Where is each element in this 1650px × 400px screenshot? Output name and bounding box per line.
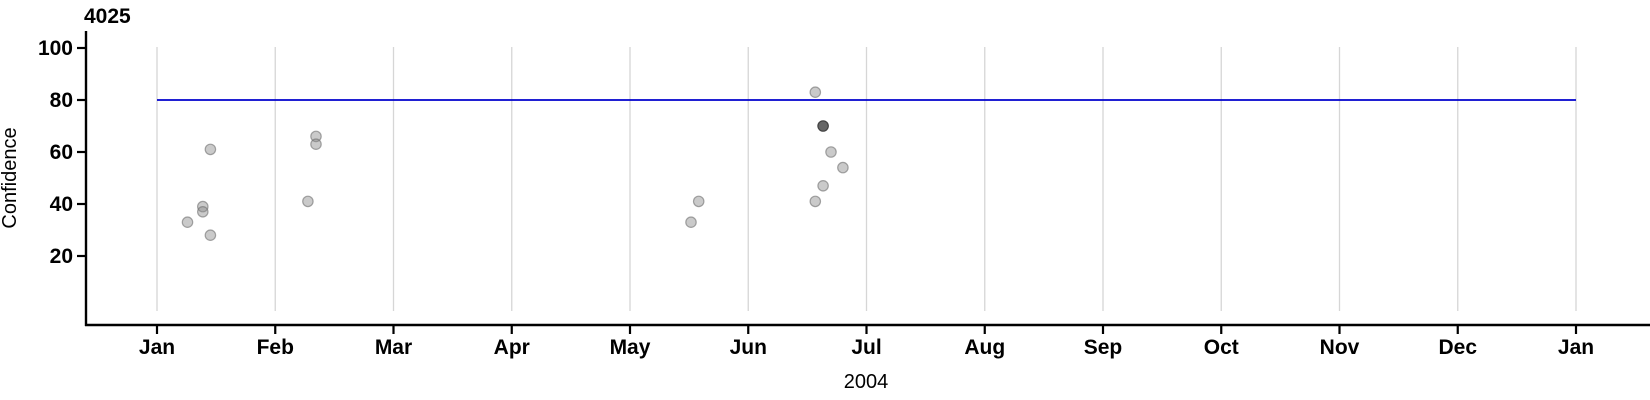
data-point bbox=[809, 86, 822, 98]
data-point bbox=[204, 229, 217, 241]
y-tick-label: 60 bbox=[50, 141, 73, 164]
y-tick-label: 100 bbox=[38, 37, 73, 60]
data-point bbox=[181, 216, 194, 228]
axes bbox=[84, 31, 1650, 327]
data-point bbox=[204, 143, 217, 156]
tick-labels: 20 40 60 80 100 Jan Feb Mar Apr May Jun Jul Aug Sep Oc… bbox=[38, 37, 1594, 359]
data-point bbox=[685, 216, 697, 228]
data-point bbox=[310, 130, 322, 143]
data-point bbox=[809, 195, 822, 208]
gridlines bbox=[156, 47, 1577, 311]
y-tick-label: 40 bbox=[50, 193, 73, 216]
y-tick-label: 20 bbox=[50, 245, 73, 268]
y-tick-label: 80 bbox=[50, 89, 73, 112]
x-tick-label: Nov bbox=[1320, 336, 1360, 359]
data-point bbox=[310, 138, 322, 150]
x-tick-label: Oct bbox=[1204, 336, 1239, 359]
data-points bbox=[181, 86, 849, 241]
x-tick-label: May bbox=[610, 336, 651, 359]
x-tick-label: Jan bbox=[1558, 336, 1594, 359]
data-point bbox=[817, 120, 829, 132]
data-point bbox=[302, 195, 314, 208]
y-axis-label: Confidence bbox=[0, 127, 21, 228]
x-tick-label: Sep bbox=[1084, 336, 1123, 359]
data-point bbox=[692, 195, 705, 208]
data-point bbox=[837, 161, 849, 174]
x-tick-label: Jan bbox=[139, 336, 175, 359]
x-tick-label: Feb bbox=[257, 336, 294, 359]
x-tick-label: Apr bbox=[494, 336, 530, 359]
x-tick-label: Jul bbox=[851, 336, 881, 359]
x-tick-label: Jun bbox=[730, 336, 767, 359]
x-axis-label: 2004 bbox=[844, 371, 889, 393]
data-point bbox=[197, 206, 209, 218]
x-tick-label: Dec bbox=[1438, 336, 1477, 359]
data-point bbox=[817, 180, 829, 192]
x-tick-label: Aug bbox=[964, 336, 1005, 359]
x-tick-label: Mar bbox=[375, 336, 412, 359]
chart-title: 4025 bbox=[84, 5, 131, 28]
tick-marks bbox=[77, 46, 1578, 334]
data-point bbox=[825, 146, 837, 158]
